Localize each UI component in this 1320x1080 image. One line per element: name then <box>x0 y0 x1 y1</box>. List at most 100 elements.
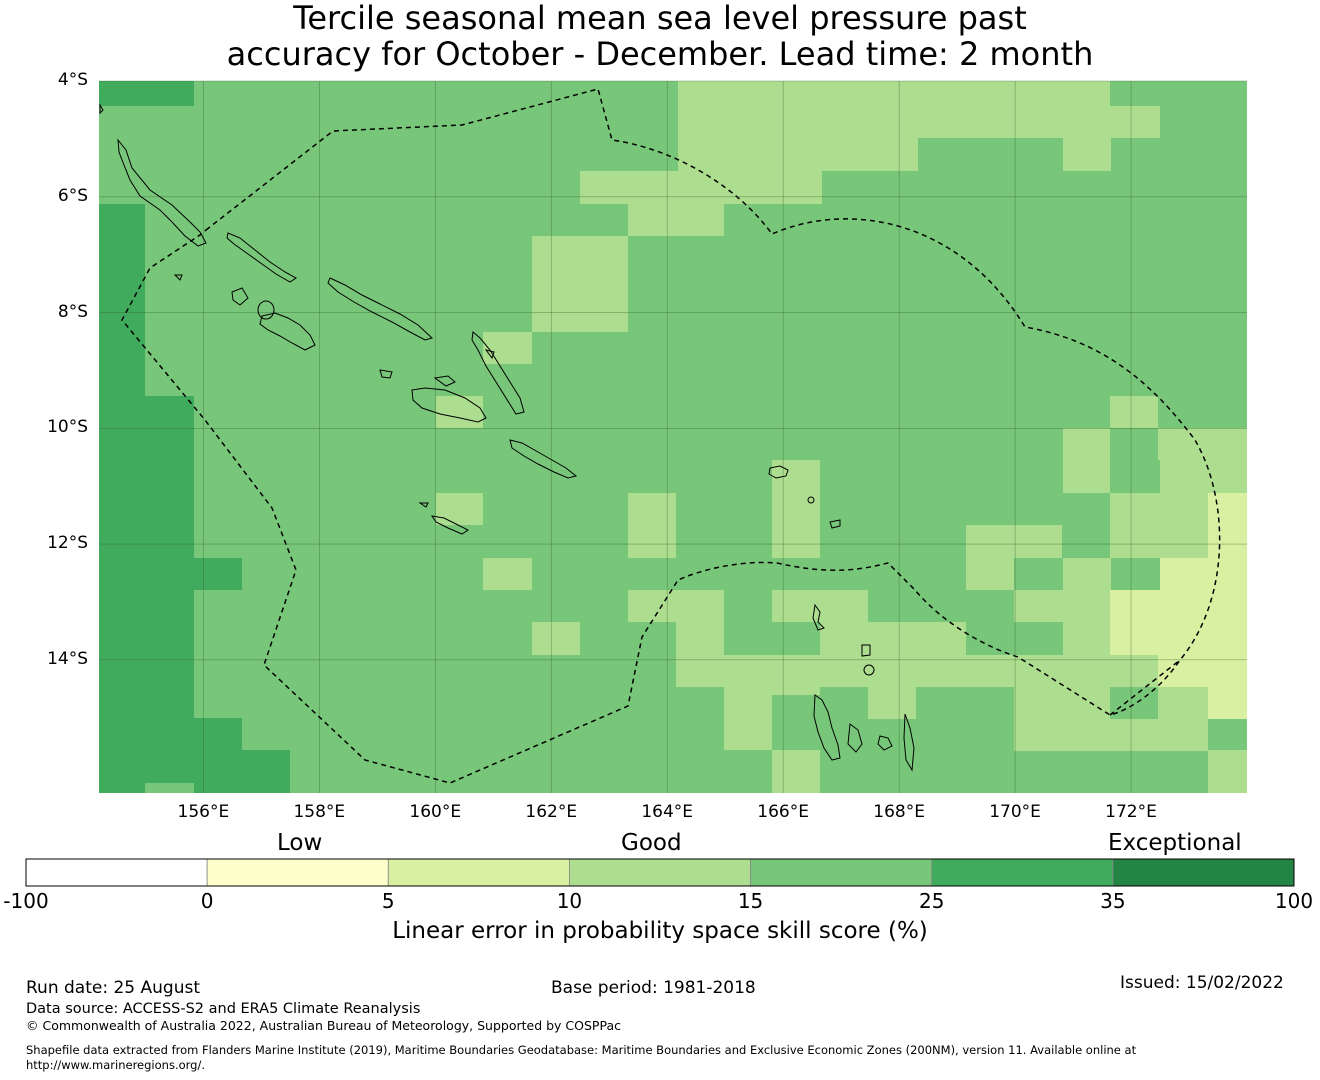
longitude-label: 166°E <box>757 802 809 822</box>
colorbar-segment <box>569 858 751 887</box>
island-small-2 <box>433 375 456 387</box>
longitude-label: 164°E <box>641 802 694 822</box>
skill-cell <box>724 687 772 750</box>
skill-cell <box>483 558 532 590</box>
island-small-1 <box>379 369 393 379</box>
copyright-notice: © Commonwealth of Australia 2022, Austra… <box>26 1018 621 1033</box>
skill-cell <box>99 396 194 793</box>
latitude-label: 6°S <box>57 185 88 206</box>
skill-cell <box>1160 81 1247 106</box>
island-nendo <box>768 465 789 479</box>
skill-cell <box>1063 558 1111 590</box>
island-kolombangara <box>257 300 275 320</box>
skill-cell <box>1160 558 1247 590</box>
skill-cell <box>868 687 916 719</box>
skill-cell <box>1063 622 1111 655</box>
colorbar-title: Linear error in probability space skill … <box>392 918 928 944</box>
skill-cell <box>1063 138 1111 171</box>
skill-cell <box>772 590 868 622</box>
latitude-label: 10°S <box>47 417 88 438</box>
skill-cell <box>1110 590 1247 655</box>
shapefile-credit-line-1: Shapefile data extracted from Flanders M… <box>26 1043 1137 1057</box>
skill-cell <box>1110 493 1208 558</box>
title-line-1: Tercile seasonal mean sea level pressure… <box>293 0 1027 37</box>
island-small-5 <box>418 502 429 508</box>
colorbar-tick-label: -100 <box>3 889 49 913</box>
skill-cell <box>1208 750 1247 793</box>
skill-cell <box>1014 558 1062 590</box>
skill-cell <box>99 81 194 106</box>
island-pentecost <box>903 713 915 772</box>
skill-cell <box>1208 493 1247 558</box>
data-source: Data source: ACCESS-S2 and ERA5 Climate … <box>26 1001 421 1017</box>
island-efate <box>877 735 893 751</box>
island-tikopia <box>807 496 815 504</box>
island-anuta <box>829 519 841 529</box>
colorbar-tick-label: 10 <box>556 889 583 913</box>
colorbar-segment <box>1112 858 1295 887</box>
skill-cell <box>194 718 242 793</box>
longitude-label: 160°E <box>409 802 462 822</box>
longitude-label: 162°E <box>525 802 578 822</box>
skill-cell <box>628 493 676 558</box>
skill-cell <box>678 106 1160 138</box>
skill-cell <box>1158 687 1208 719</box>
island-espiritu-santo <box>813 694 841 761</box>
skill-cell <box>1208 687 1247 719</box>
island-rennell <box>430 515 469 535</box>
colorbar-tick-label: 25 <box>918 889 945 913</box>
skill-cell <box>1014 687 1110 719</box>
issued-date: Issued: 15/02/2022 <box>1120 973 1284 993</box>
skill-cell <box>676 622 724 687</box>
shapefile-credit-line-2: http://www.marineregions.org/. <box>26 1058 205 1072</box>
skill-cell <box>436 493 483 525</box>
island-banks <box>812 603 825 631</box>
category-exceptional-label: Exceptional <box>1108 830 1242 856</box>
skill-cell <box>868 655 1208 687</box>
skill-cell <box>820 687 868 719</box>
skill-cell <box>628 204 724 236</box>
island-makira <box>509 439 578 479</box>
colorbar-segment <box>387 858 570 887</box>
island-torres <box>861 644 871 657</box>
skill-cell <box>966 558 1014 590</box>
skill-cell <box>820 622 966 655</box>
skill-cell <box>532 622 580 655</box>
category-good-label: Good <box>621 830 682 856</box>
skill-grid-cells <box>99 81 1247 793</box>
colorbar-tick-label: 100 <box>1274 889 1314 913</box>
colorbar-frame <box>25 858 1295 887</box>
colorbar-tick-label: 35 <box>1100 889 1126 913</box>
colorbar-tick-label: 0 <box>200 889 214 913</box>
boundary-solomon-islands <box>121 88 1221 784</box>
skill-cell <box>1014 622 1062 655</box>
skill-cell <box>242 750 290 793</box>
skill-cell <box>628 590 724 622</box>
skill-cell <box>772 460 820 558</box>
category-low-label: Low <box>277 830 323 856</box>
latitude-label: 12°S <box>47 533 88 554</box>
skill-cell <box>532 236 628 332</box>
colorbar <box>25 858 1295 887</box>
skill-cell <box>99 204 145 396</box>
graticule <box>99 80 1247 793</box>
island-choiseul <box>226 232 297 283</box>
skill-cell <box>436 396 483 428</box>
skill-cell <box>820 655 868 687</box>
longitude-label: 170°E <box>989 802 1041 822</box>
skill-cell <box>580 171 822 204</box>
skill-cell <box>1160 460 1247 493</box>
island-guadalcanal <box>411 387 487 423</box>
skill-cell <box>1014 590 1110 622</box>
base-period: Base period: 1981-2018 <box>551 978 756 998</box>
skill-cell <box>678 138 918 171</box>
skill-cell <box>1110 687 1158 719</box>
island-buka <box>99 103 104 115</box>
colorbar-tick-label: 5 <box>381 889 395 913</box>
island-bougainville <box>117 138 207 247</box>
title-line-2: accuracy for October - December. Lead ti… <box>226 35 1094 73</box>
island-santa-isabel <box>327 277 433 341</box>
skill-cell <box>194 558 242 590</box>
eez-boundaries <box>121 88 1221 784</box>
